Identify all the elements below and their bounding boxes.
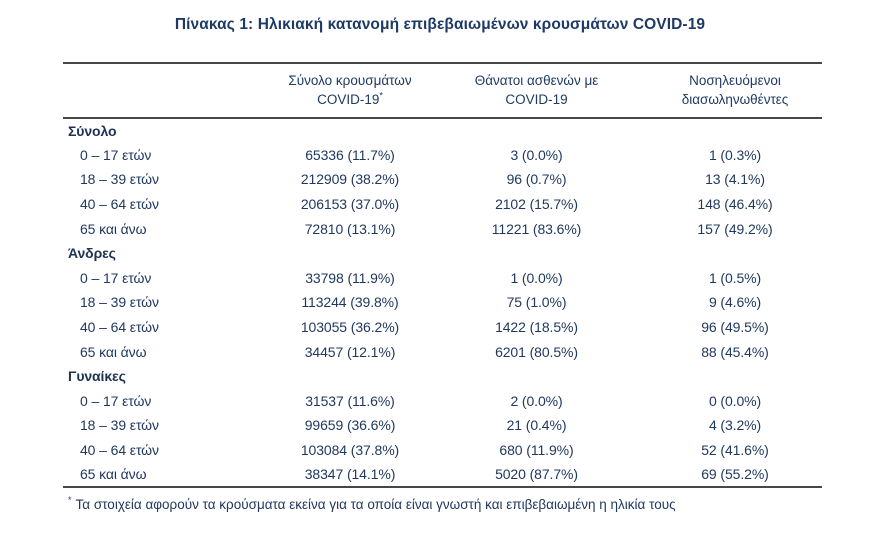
intubated-cell: 1 (0.5%)	[708, 269, 762, 286]
footnote-marker: *	[68, 495, 72, 506]
column-header-intubated: Νοσηλευόμενοι διασωληνωθέντες	[648, 62, 822, 119]
cases-cell: 103084 (37.8%)	[300, 442, 400, 459]
intubated-cell: 52 (41.6%)	[701, 442, 769, 459]
table-row: 0 – 17 ετών 65336 (11.7%) 3 (0.0%) 1 (0.…	[63, 143, 822, 168]
footnote-reference-asterisk: *	[379, 90, 383, 101]
cases-cell: 113244 (39.8%)	[301, 294, 399, 311]
deaths-cell: 2 (0.0%)	[510, 392, 563, 409]
deaths-cell: 1422 (18.5%)	[495, 319, 578, 336]
cases-cell: 103055 (36.2%)	[300, 319, 400, 336]
intubated-cell: 148 (46.4%)	[697, 196, 773, 213]
column-header-cases: Σύνολο κρουσμάτων COVID-19*	[275, 62, 425, 119]
cases-cell: 212909 (38.2%)	[300, 171, 400, 188]
age-label: 65 και άνω	[80, 343, 147, 360]
cases-cell: 34457 (12.1%)	[304, 343, 396, 360]
cases-cell: 38347 (14.1%)	[275, 462, 425, 488]
deaths-cell: 11221 (83.6%)	[491, 220, 582, 237]
cases-cell: 31537 (11.6%)	[305, 392, 395, 409]
deaths-cell: 21 (0.4%)	[506, 417, 567, 434]
cases-cell: 72810 (13.1%)	[304, 220, 396, 237]
intubated-cell: 1 (0.3%)	[708, 146, 762, 163]
age-label: 65 και άνω	[63, 462, 275, 488]
intubated-cell: 13 (4.1%)	[705, 171, 765, 188]
table-row: 0 – 17 ετών 31537 (11.6%) 2 (0.0%) 0 (0.…	[63, 389, 822, 414]
intubated-cell: 0 (0.0%)	[708, 392, 762, 409]
column-header-line: Θάνατοι ασθενών με	[474, 73, 599, 88]
table-row: 0 – 17 ετών 33798 (11.9%) 1 (0.0%) 1 (0.…	[63, 266, 822, 291]
age-label: 65 και άνω	[80, 220, 147, 237]
section-label: Άνδρες	[68, 245, 116, 262]
column-header-line: διασωληνωθέντες	[681, 92, 789, 107]
section-header-women: Γυναίκες	[63, 364, 822, 389]
age-label: 0 – 17 ετών	[80, 146, 152, 163]
intubated-cell: 9 (4.6%)	[708, 294, 762, 311]
table-row: 18 – 39 ετών 99659 (36.6%) 21 (0.4%) 4 (…	[63, 413, 822, 438]
deaths-cell: 5020 (87.7%)	[425, 462, 648, 488]
deaths-cell: 6201 (80.5%)	[495, 343, 578, 360]
table-row: 18 – 39 ετών 113244 (39.8%) 75 (1.0%) 9 …	[63, 290, 822, 315]
age-label: 40 – 64 ετών	[80, 196, 159, 213]
cases-cell: 33798 (11.9%)	[305, 269, 395, 286]
table-row: 65 και άνω 34457 (12.1%) 6201 (80.5%) 88…	[63, 339, 822, 364]
deaths-cell: 680 (11.9%)	[499, 442, 574, 459]
deaths-cell: 75 (1.0%)	[506, 294, 567, 311]
covid-age-distribution-table: Σύνολο κρουσμάτων COVID-19* Θάνατοι ασθε…	[63, 62, 822, 488]
age-label: 18 – 39 ετών	[80, 171, 159, 188]
table-row: 40 – 64 ετών 206153 (37.0%) 2102 (15.7%)…	[63, 192, 822, 217]
section-label: Γυναίκες	[68, 368, 126, 385]
age-label: 0 – 17 ετών	[80, 392, 152, 409]
page-title: Πίνακας 1: Ηλικιακή κατανομή επιβεβαιωμέ…	[174, 16, 706, 33]
table-container: Σύνολο κρουσμάτων COVID-19* Θάνατοι ασθε…	[63, 62, 822, 512]
header-row: Σύνολο κρουσμάτων COVID-19* Θάνατοι ασθε…	[63, 62, 822, 119]
column-header-line: Σύνολο κρουσμάτων	[288, 73, 412, 88]
table-row: 18 – 39 ετών 212909 (38.2%) 96 (0.7%) 13…	[63, 167, 822, 192]
column-header-empty	[63, 62, 275, 119]
column-header-line: COVID-19*	[317, 90, 383, 107]
deaths-cell: 3 (0.0%)	[510, 146, 563, 163]
table-row: 65 και άνω 72810 (13.1%) 11221 (83.6%) 1…	[63, 216, 822, 241]
age-label: 40 – 64 ετών	[80, 319, 159, 336]
intubated-cell: 88 (45.4%)	[701, 343, 769, 360]
section-header-men: Άνδρες	[63, 241, 822, 266]
table-row: 40 – 64 ετών 103055 (36.2%) 1422 (18.5%)…	[63, 315, 822, 340]
table-row: 40 – 64 ετών 103084 (37.8%) 680 (11.9%) …	[63, 438, 822, 463]
section-header-total: Σύνολο	[63, 118, 822, 143]
column-header-line: COVID-19	[505, 92, 568, 107]
age-label: 18 – 39 ετών	[80, 417, 159, 434]
deaths-cell: 2102 (15.7%)	[495, 196, 578, 213]
cases-cell: 99659 (36.6%)	[304, 417, 396, 434]
intubated-cell: 157 (49.2%)	[697, 220, 773, 237]
intubated-cell: 96 (49.5%)	[701, 319, 769, 336]
section-label: Σύνολο	[68, 122, 117, 139]
column-header-line: Νοσηλευόμενοι	[689, 73, 781, 88]
intubated-cell: 69 (55.2%)	[648, 462, 822, 488]
deaths-cell: 96 (0.7%)	[506, 171, 567, 188]
age-label: 0 – 17 ετών	[80, 269, 152, 286]
table-row: 65 και άνω 38347 (14.1%) 5020 (87.7%) 69…	[63, 462, 822, 488]
deaths-cell: 1 (0.0%)	[510, 269, 563, 286]
column-header-deaths: Θάνατοι ασθενών με COVID-19	[425, 62, 648, 119]
intubated-cell: 4 (3.2%)	[708, 417, 762, 434]
age-label: 18 – 39 ετών	[80, 294, 159, 311]
cases-cell: 206153 (37.0%)	[300, 196, 400, 213]
footnote-text: Τα στοιχεία αφορούν τα κρούσματα εκείνα …	[75, 496, 676, 512]
age-label: 40 – 64 ετών	[80, 442, 159, 459]
footnote: * Τα στοιχεία αφορούν τα κρούσματα εκείνα…	[63, 495, 822, 512]
cases-cell: 65336 (11.7%)	[305, 146, 395, 163]
